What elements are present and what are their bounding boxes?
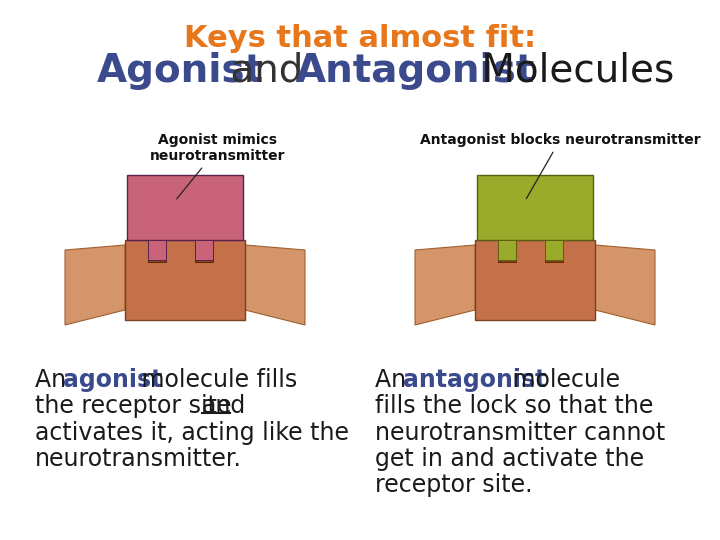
Polygon shape bbox=[415, 245, 475, 325]
FancyBboxPatch shape bbox=[127, 175, 243, 240]
Text: molecule: molecule bbox=[505, 368, 620, 392]
Bar bbox=[498, 240, 516, 260]
Text: Keys that almost fit:: Keys that almost fit: bbox=[184, 24, 536, 53]
Text: An: An bbox=[35, 368, 73, 392]
FancyBboxPatch shape bbox=[125, 240, 245, 320]
Text: Agonist: Agonist bbox=[97, 52, 264, 90]
Bar bbox=[148, 240, 166, 262]
Bar bbox=[148, 240, 166, 260]
FancyBboxPatch shape bbox=[475, 240, 595, 320]
Bar bbox=[195, 240, 213, 260]
FancyBboxPatch shape bbox=[477, 175, 593, 240]
Text: neurotransmitter.: neurotransmitter. bbox=[35, 447, 242, 471]
Text: neurotransmitter cannot: neurotransmitter cannot bbox=[375, 421, 665, 445]
Text: activates it, acting like the: activates it, acting like the bbox=[35, 421, 349, 445]
Text: molecule fills: molecule fills bbox=[134, 368, 297, 392]
Text: fills the lock so that the: fills the lock so that the bbox=[375, 394, 653, 418]
Polygon shape bbox=[65, 245, 125, 325]
Text: and: and bbox=[202, 394, 246, 418]
Text: antagonist: antagonist bbox=[402, 368, 546, 392]
Text: An: An bbox=[375, 368, 413, 392]
Text: the receptor site: the receptor site bbox=[35, 394, 239, 418]
Bar bbox=[545, 240, 563, 260]
Polygon shape bbox=[595, 245, 655, 325]
Bar bbox=[498, 240, 516, 262]
Bar bbox=[195, 240, 213, 262]
Polygon shape bbox=[245, 245, 305, 325]
Text: receptor site.: receptor site. bbox=[375, 474, 533, 497]
Text: Agonist mimics
neurotransmitter: Agonist mimics neurotransmitter bbox=[150, 133, 286, 199]
Text: Antagonist: Antagonist bbox=[295, 52, 535, 90]
Text: get in and activate the: get in and activate the bbox=[375, 447, 644, 471]
Bar bbox=[545, 240, 563, 262]
Text: agonist: agonist bbox=[63, 368, 162, 392]
Text: Antagonist blocks neurotransmitter: Antagonist blocks neurotransmitter bbox=[420, 133, 701, 199]
Text: Molecules: Molecules bbox=[469, 52, 675, 90]
Text: and: and bbox=[218, 52, 316, 90]
